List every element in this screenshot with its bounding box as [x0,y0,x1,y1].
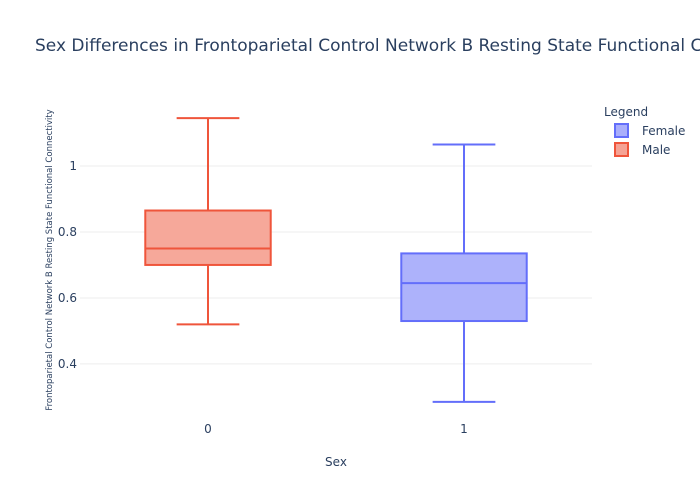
legend-swatch-male [614,142,629,157]
y-axis-title: Frontoparietal Control Network B Resting… [45,109,55,410]
y-tick-labels: 0.4 0.6 0.8 1 [58,159,77,371]
legend[interactable]: Legend Female Male [604,105,685,157]
legend-item-male[interactable]: Male [614,142,670,157]
box-series [144,117,528,403]
y-tick-label: 0.4 [58,357,77,371]
y-tick-label: 0.8 [58,225,77,239]
legend-title: Legend [604,105,648,119]
x-axis-title: Sex [325,455,347,469]
box-female[interactable] [400,143,528,403]
iqr-box [400,252,528,323]
legend-label-male: Male [642,143,670,157]
legend-swatch-female [614,123,629,138]
legend-item-female[interactable]: Female [614,123,685,138]
x-tick-label: 0 [204,422,212,436]
y-tick-label: 0.6 [58,291,77,305]
iqr-box [144,209,272,266]
chart-title: Sex Differences in Frontoparietal Contro… [35,36,700,56]
y-tick-label: 1 [69,159,77,173]
legend-label-female: Female [642,124,685,138]
box-male[interactable] [144,117,272,326]
x-tick-label: 1 [460,422,468,436]
